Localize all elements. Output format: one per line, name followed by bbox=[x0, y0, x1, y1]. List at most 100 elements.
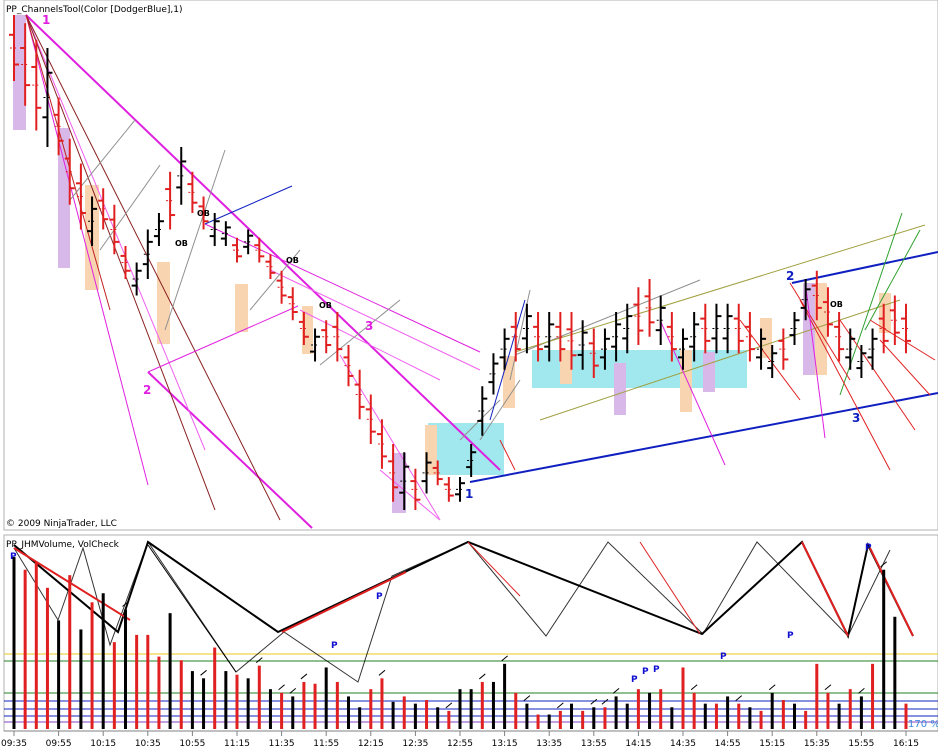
time-tick-label: 09:35 bbox=[1, 739, 27, 749]
volume-bar bbox=[547, 714, 551, 729]
wave-label-magenta-2: 2 bbox=[143, 383, 151, 397]
time-tick-label: 13:15 bbox=[492, 739, 518, 749]
time-tick-label: 12:35 bbox=[402, 739, 428, 749]
volume-bar bbox=[202, 678, 206, 729]
ob-label: OB bbox=[830, 300, 843, 309]
ob-label: OB bbox=[197, 209, 210, 218]
volume-arrow bbox=[735, 695, 743, 702]
volume-zigzag bbox=[13, 540, 914, 683]
volume-arrow bbox=[768, 684, 776, 691]
volume-bar bbox=[525, 703, 529, 729]
volume-bar bbox=[313, 683, 317, 729]
ohlc-bar bbox=[176, 147, 187, 205]
zoom-level: 170 % bbox=[908, 719, 938, 730]
volume-arrow bbox=[501, 655, 508, 662]
ob-labels: OB OB OB OB OB bbox=[175, 209, 843, 310]
time-axis: 09:35 09:55 10:15 10:35 10:55 11:15 11:35 11:55… bbox=[1, 730, 938, 749]
volume-bar bbox=[380, 678, 384, 729]
volume-arrow bbox=[378, 669, 386, 676]
volume-bar bbox=[68, 575, 72, 729]
ohlc-bar bbox=[644, 279, 655, 337]
volume-bar bbox=[45, 587, 49, 729]
volume-bar bbox=[168, 613, 172, 729]
volume-bar bbox=[904, 703, 908, 729]
volume-bar bbox=[369, 689, 373, 729]
time-tick-label: 10:15 bbox=[90, 739, 116, 749]
ohlc-bar bbox=[321, 320, 332, 354]
time-tick-label: 10:55 bbox=[179, 739, 205, 749]
volume-bar bbox=[268, 689, 272, 729]
volume-arrow bbox=[478, 673, 486, 680]
ohlc-bar bbox=[265, 254, 276, 279]
volume-bar bbox=[703, 703, 707, 729]
volume-bar bbox=[592, 707, 596, 729]
volume-bar bbox=[190, 671, 194, 729]
ohlc-bar bbox=[744, 312, 755, 362]
ohlc-bar bbox=[901, 303, 911, 354]
highlight-boxes bbox=[13, 15, 891, 513]
volume-bar bbox=[34, 562, 38, 729]
ohlc-bar bbox=[354, 369, 365, 420]
volume-bar bbox=[402, 696, 406, 729]
ohlc-bar bbox=[878, 303, 889, 354]
volume-bar bbox=[291, 696, 295, 729]
p-marker: P bbox=[720, 652, 727, 662]
ohlc-bar bbox=[633, 287, 644, 345]
ohlc-bar bbox=[388, 444, 399, 502]
ohlc-bar bbox=[778, 328, 789, 370]
volume-bar bbox=[692, 692, 696, 729]
ohlc-bar bbox=[466, 444, 477, 477]
volume-bar bbox=[670, 707, 674, 729]
volume-bar bbox=[536, 714, 540, 729]
p-marker: P bbox=[653, 665, 660, 675]
p-marker: P bbox=[865, 543, 872, 553]
ohlc-bar bbox=[756, 328, 767, 370]
ohlc-bars bbox=[9, 15, 911, 510]
ohlc-bar bbox=[399, 452, 410, 510]
volume-arrow bbox=[255, 657, 263, 664]
volume-bar bbox=[648, 692, 652, 729]
volume-bar bbox=[235, 674, 239, 729]
ohlc-bar bbox=[488, 353, 499, 395]
volume-bar bbox=[603, 707, 607, 729]
volume-bar bbox=[636, 689, 640, 729]
volume-bar bbox=[135, 634, 139, 729]
time-tick-label: 11:35 bbox=[269, 739, 295, 749]
volume-bar bbox=[748, 707, 752, 729]
volume-bar bbox=[514, 692, 518, 729]
ohlc-bar bbox=[287, 287, 298, 321]
ohlc-bar bbox=[689, 312, 700, 362]
volume-bar bbox=[436, 707, 440, 729]
ohlc-bar bbox=[510, 312, 521, 362]
volume-bar bbox=[246, 678, 250, 729]
ohlc-bar bbox=[599, 328, 610, 370]
volume-bar bbox=[681, 667, 685, 729]
time-tick-label: 10:35 bbox=[135, 739, 161, 749]
ohlc-bar bbox=[365, 394, 376, 444]
ohlc-bar bbox=[544, 312, 555, 362]
ohlc-bar bbox=[767, 345, 778, 378]
wave-label-magenta-3: 3 bbox=[365, 319, 373, 333]
time-tick-label: 15:55 bbox=[848, 739, 874, 749]
p-marker: P bbox=[376, 592, 383, 602]
wave-label-blue-1: 1 bbox=[465, 487, 473, 501]
volume-bar bbox=[848, 689, 852, 729]
p-marker: P bbox=[331, 641, 338, 651]
ohlc-bar bbox=[889, 295, 900, 345]
ohlc-bar bbox=[722, 303, 733, 354]
volume-bar bbox=[179, 660, 183, 729]
ohlc-bar bbox=[566, 312, 577, 370]
time-tick-label: 11:15 bbox=[224, 739, 250, 749]
volume-bar bbox=[893, 616, 897, 729]
volume-bar bbox=[558, 710, 562, 729]
volume-bar bbox=[714, 703, 718, 729]
ob-label: OB bbox=[286, 256, 299, 265]
volume-bar bbox=[659, 689, 663, 729]
volume-bar bbox=[90, 602, 94, 729]
channel-lines bbox=[25, 14, 938, 529]
volume-bar bbox=[726, 696, 730, 729]
ohlc-bar bbox=[131, 262, 142, 296]
volume-bar bbox=[280, 692, 284, 729]
volume-bar bbox=[458, 689, 462, 729]
